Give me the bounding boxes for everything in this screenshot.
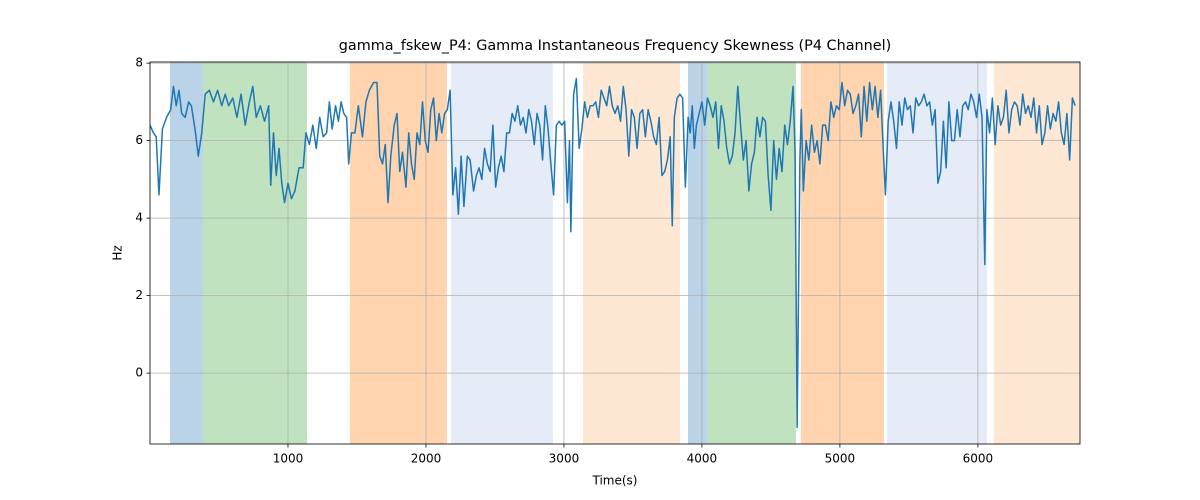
y-tick-label: 6 xyxy=(135,133,143,147)
y-tick-label: 8 xyxy=(135,56,143,70)
x-tick-label: 5000 xyxy=(825,452,856,466)
shaded-span xyxy=(349,62,447,444)
x-axis-label: Time(s) xyxy=(592,474,638,488)
x-tick-label: 1000 xyxy=(273,452,304,466)
plot-area xyxy=(150,62,1080,444)
shaded-span xyxy=(170,62,203,444)
y-tick-label: 4 xyxy=(135,211,143,225)
x-tick-label: 3000 xyxy=(549,452,580,466)
shaded-span xyxy=(687,62,708,444)
shaded-span xyxy=(707,62,796,444)
y-tick-label: 0 xyxy=(135,366,143,380)
x-tick-label: 2000 xyxy=(411,452,442,466)
axes-frame xyxy=(149,61,1081,445)
data-line xyxy=(150,77,1076,429)
shaded-span xyxy=(582,62,680,444)
y-tick-label: 2 xyxy=(135,288,143,302)
x-tick-label: 4000 xyxy=(687,452,718,466)
x-tick-label: 6000 xyxy=(963,452,994,466)
shaded-span xyxy=(450,62,553,444)
chart-title: gamma_fskew_P4: Gamma Instantaneous Freq… xyxy=(339,38,892,54)
y-axis-label: Hz xyxy=(111,245,125,260)
shaded-span xyxy=(800,62,884,444)
shaded-span xyxy=(886,62,987,444)
shaded-span xyxy=(202,62,308,444)
